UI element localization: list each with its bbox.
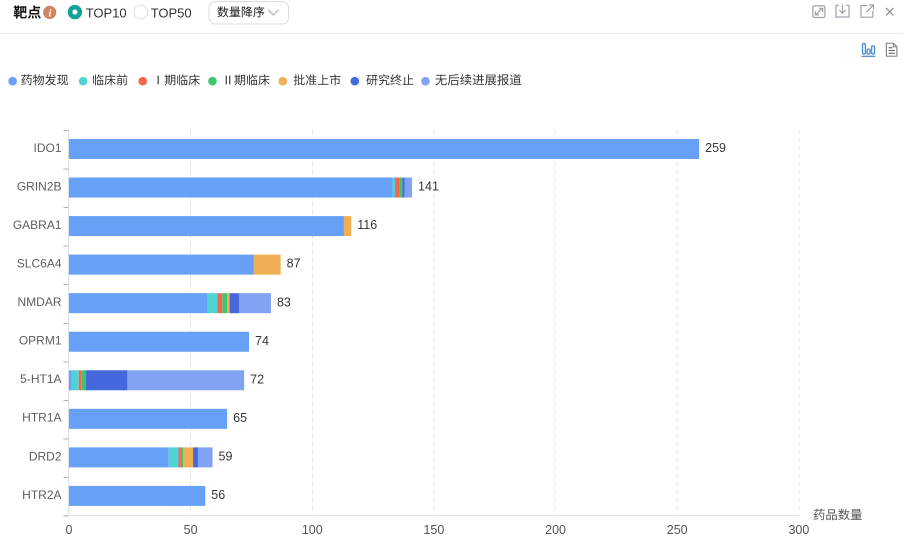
svg-text:HTR2A: HTR2A: [22, 488, 61, 502]
svg-text:HTR1A: HTR1A: [22, 411, 61, 425]
svg-text:IDO1: IDO1: [33, 141, 61, 155]
svg-text:i: i: [48, 8, 51, 19]
svg-text:5-HT1A: 5-HT1A: [20, 372, 61, 386]
svg-text:87: 87: [287, 257, 301, 271]
svg-text:OPRM1: OPRM1: [19, 334, 62, 348]
svg-text:GRIN2B: GRIN2B: [17, 179, 62, 193]
svg-text:141: 141: [418, 180, 439, 194]
svg-text:TOP50: TOP50: [151, 6, 192, 21]
svg-text:59: 59: [219, 449, 233, 463]
svg-text:250: 250: [667, 523, 688, 537]
svg-text:83: 83: [277, 295, 291, 309]
svg-text:DRD2: DRD2: [29, 449, 62, 463]
svg-text:TOP10: TOP10: [86, 6, 127, 21]
svg-text:259: 259: [705, 141, 726, 155]
svg-text:65: 65: [233, 411, 247, 425]
svg-text:72: 72: [250, 372, 264, 386]
svg-text:GABRA1: GABRA1: [13, 218, 62, 232]
svg-text:150: 150: [423, 523, 444, 537]
svg-text:74: 74: [255, 334, 269, 348]
svg-text:56: 56: [211, 488, 225, 502]
svg-text:116: 116: [357, 218, 377, 232]
svg-text:SLC6A4: SLC6A4: [17, 257, 62, 271]
svg-text:100: 100: [302, 523, 323, 537]
svg-text:0: 0: [66, 523, 73, 537]
svg-text:NMDAR: NMDAR: [18, 295, 62, 309]
svg-text:50: 50: [184, 523, 198, 537]
svg-text:200: 200: [545, 523, 566, 537]
svg-text:300: 300: [788, 523, 809, 537]
